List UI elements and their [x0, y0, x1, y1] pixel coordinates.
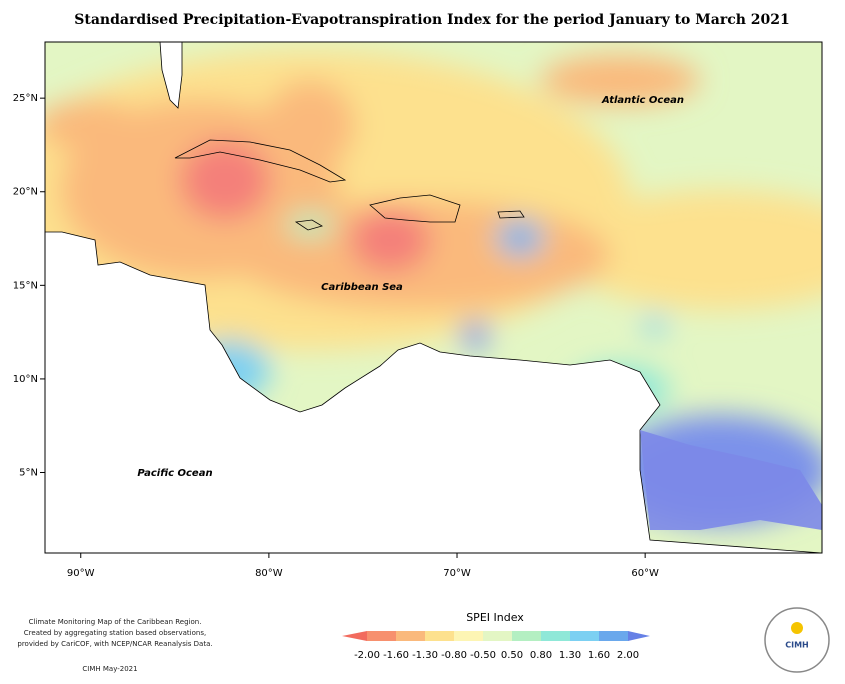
legend-swatch	[570, 631, 600, 641]
logo: CIMH	[764, 607, 830, 673]
x-tick-label: 60°W	[631, 568, 659, 579]
legend-swatch	[367, 631, 397, 641]
footer: Climate Monitoring Map of the Caribbean …	[17, 618, 212, 673]
legend-tick-label: 0.80	[530, 650, 552, 661]
ocean-label: Caribbean Sea	[321, 282, 403, 293]
legend-swatch	[512, 631, 542, 641]
ocean-label: Pacific Ocean	[137, 468, 212, 479]
legend-tick-label: 1.60	[588, 650, 610, 661]
y-tick-label: 5°N	[19, 468, 38, 479]
footer-line: provided by CariCOF, with NCEP/NCAR Rean…	[17, 640, 212, 648]
legend-arrow	[628, 631, 650, 641]
spei-field	[45, 50, 822, 525]
legend-arrow	[342, 631, 367, 641]
legend-swatch	[483, 631, 513, 641]
map-area	[45, 42, 822, 553]
logo-sun	[791, 622, 803, 634]
x-tick-label: 70°W	[443, 568, 471, 579]
y-tick-label: 15°N	[13, 280, 38, 291]
logo-text: CIMH	[785, 641, 809, 650]
legend-tick-label: 1.30	[559, 650, 581, 661]
legend-title: SPEI Index	[466, 611, 524, 624]
y-tick-label: 10°N	[13, 374, 38, 385]
legend-swatch	[396, 631, 426, 641]
legend-swatch	[425, 631, 455, 641]
x-tick-label: 90°W	[67, 568, 95, 579]
legend-swatch	[541, 631, 571, 641]
map-frame	[44, 41, 823, 554]
florida	[159, 42, 183, 109]
legend-tick-label: -1.30	[412, 650, 438, 661]
legend-tick-label: -2.00	[354, 650, 380, 661]
legend-tick-label: -0.50	[470, 650, 496, 661]
y-tick-label: 20°N	[13, 187, 38, 198]
hispaniola	[369, 194, 461, 223]
legend-tick-label: -0.80	[441, 650, 467, 661]
ocean-label: Atlantic Ocean	[601, 95, 684, 106]
land-south	[45, 231, 822, 553]
legend-swatch	[454, 631, 484, 641]
guianas-shading	[640, 430, 822, 530]
footer-line: Climate Monitoring Map of the Caribbean …	[29, 618, 202, 626]
legend-tick-label: 0.50	[501, 650, 523, 661]
footer-credit: CIMH May-2021	[82, 665, 137, 673]
legend-tick-label: -1.60	[383, 650, 409, 661]
logo-ring	[764, 607, 830, 673]
puerto-rico	[497, 210, 525, 219]
footer-line: Created by aggregating station based obs…	[24, 629, 206, 637]
jamaica	[294, 219, 323, 231]
legend-tick-label: 2.00	[617, 650, 639, 661]
x-tick-label: 80°W	[255, 568, 283, 579]
legend-swatch	[599, 631, 629, 641]
y-tick-label: 25°N	[13, 93, 38, 104]
map-title: Standardised Precipitation-Evapotranspir…	[74, 12, 790, 28]
cuba	[174, 139, 347, 183]
